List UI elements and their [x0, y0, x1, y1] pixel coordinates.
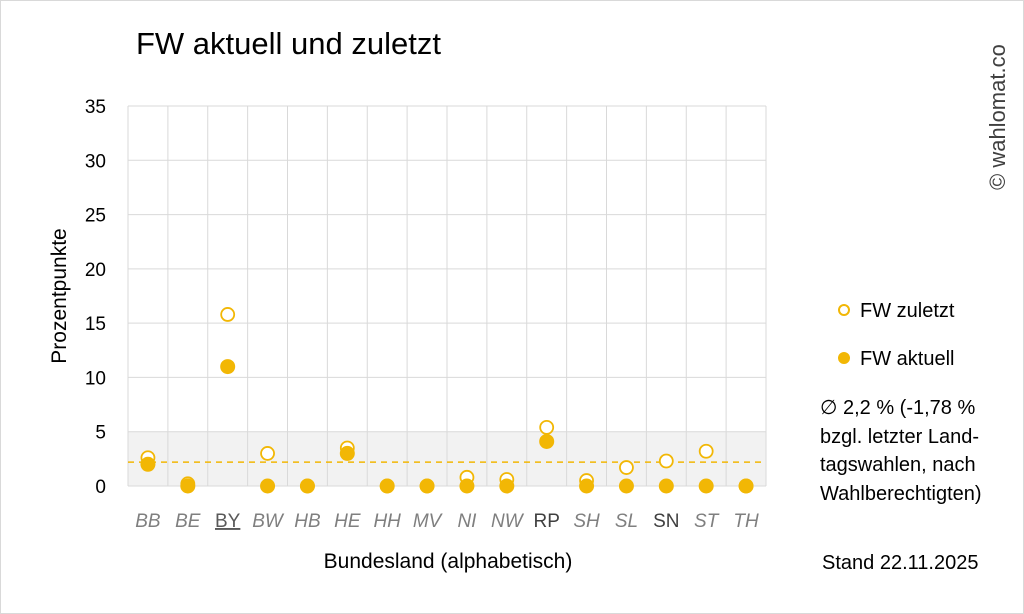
point-fw-aktuell — [698, 478, 714, 494]
point-fw-aktuell — [260, 478, 276, 494]
x-tick-label: NW — [491, 511, 525, 532]
x-tick-label: TH — [733, 511, 759, 532]
x-tick-label: SL — [615, 511, 638, 532]
point-fw-aktuell — [180, 478, 196, 494]
y-tick-label: 20 — [85, 260, 106, 281]
legend-label: FW aktuell — [860, 348, 955, 370]
point-fw-zuletzt — [220, 307, 236, 322]
x-tick-label: BW — [252, 511, 285, 532]
x-tick-label: MV — [413, 511, 444, 532]
x-tick-label: HH — [373, 511, 401, 532]
legend-label: FW zuletzt — [860, 300, 955, 322]
y-tick-label: 5 — [95, 423, 106, 444]
x-tick-label: HB — [294, 511, 321, 532]
y-tick-label: 25 — [85, 206, 106, 227]
hollow-circle-icon — [838, 304, 850, 316]
y-tick-label: 0 — [95, 477, 106, 498]
date-note: Stand 22.11.2025 — [822, 552, 979, 574]
point-fw-aktuell — [379, 478, 395, 494]
x-tick-label: BE — [175, 511, 201, 532]
point-fw-aktuell — [419, 478, 435, 494]
point-fw-aktuell — [339, 445, 355, 461]
point-fw-aktuell — [579, 478, 595, 494]
point-fw-zuletzt — [658, 453, 674, 469]
x-tick-label: HE — [334, 511, 361, 532]
x-tick-label: BY — [215, 511, 241, 532]
point-fw-aktuell — [539, 433, 555, 449]
point-fw-zuletzt — [539, 419, 555, 435]
x-tick-label: RP — [533, 511, 559, 532]
point-fw-aktuell — [140, 456, 156, 472]
average-note: ∅ 2,2 % (-1,78 % bzgl. letzter Land-tags… — [820, 397, 982, 505]
y-tick-label: 10 — [85, 368, 106, 389]
x-tick-label: ST — [694, 511, 720, 532]
y-axis-label: Prozentpunkte — [48, 228, 71, 363]
point-fw-zuletzt — [619, 460, 634, 475]
point-fw-aktuell — [299, 478, 315, 494]
point-fw-zuletzt — [698, 443, 714, 459]
point-fw-aktuell — [618, 478, 634, 494]
y-tick-label: 30 — [85, 151, 106, 172]
x-tick-label: SN — [653, 511, 679, 532]
point-fw-aktuell — [499, 478, 515, 494]
y-tick-label: 35 — [85, 97, 106, 118]
point-fw-aktuell — [738, 478, 754, 494]
point-fw-aktuell — [220, 359, 236, 375]
x-tick-label: NI — [457, 511, 477, 532]
point-fw-aktuell — [658, 478, 674, 494]
point-fw-zuletzt — [260, 446, 275, 461]
filled-circle-icon — [838, 352, 850, 364]
x-tick-label: SH — [573, 511, 600, 532]
x-tick-label: BB — [135, 511, 161, 532]
chart-title: FW aktuell und zuletzt — [136, 26, 441, 61]
y-tick-label: 15 — [85, 314, 106, 335]
point-fw-aktuell — [459, 478, 475, 494]
x-axis-label: Bundesland (alphabetisch) — [324, 550, 573, 573]
